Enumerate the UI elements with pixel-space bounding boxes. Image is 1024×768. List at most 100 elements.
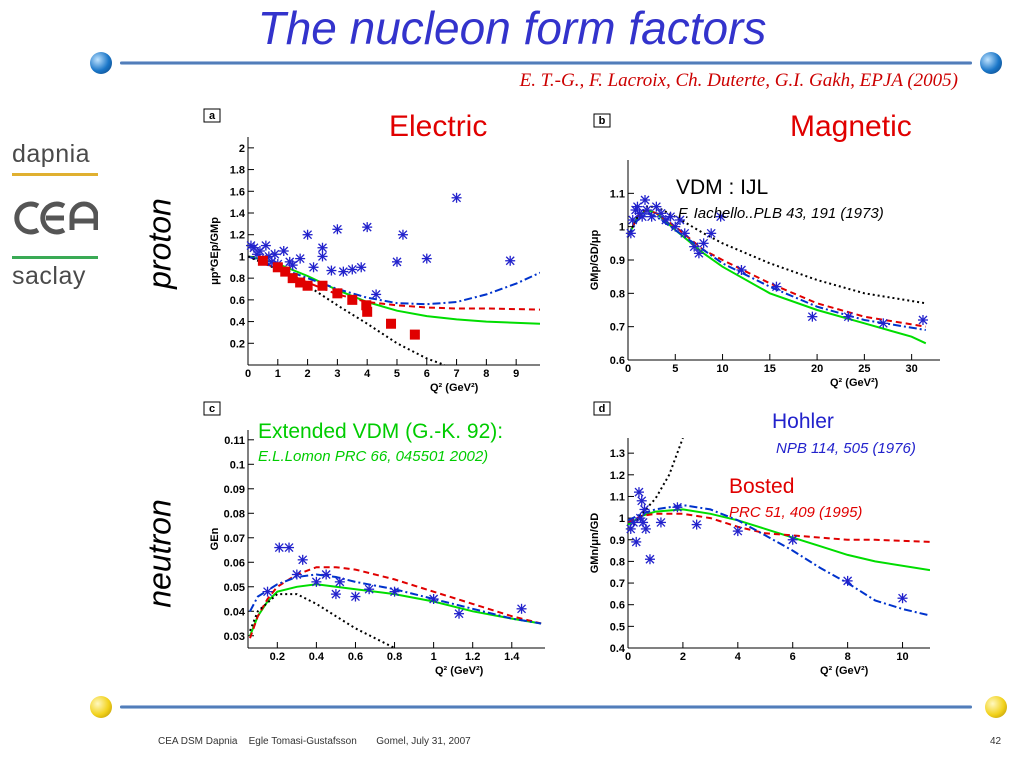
x-tick-label: 20 bbox=[811, 363, 823, 375]
data-point bbox=[428, 594, 439, 605]
data-point bbox=[454, 608, 465, 619]
y-tick-label: 0.05 bbox=[224, 582, 245, 594]
data-point bbox=[732, 526, 743, 537]
y-tick-label: 1.2 bbox=[230, 230, 245, 242]
annotation-hohler-ref: NPB 114, 505 (1976) bbox=[776, 440, 916, 457]
data-point bbox=[421, 253, 432, 264]
y-tick-label: 0.09 bbox=[224, 484, 245, 496]
data-point bbox=[302, 229, 313, 240]
curve-solid-c bbox=[249, 583, 542, 637]
data-point bbox=[675, 215, 685, 225]
data-point-red bbox=[362, 306, 373, 317]
data-point-red bbox=[257, 255, 268, 266]
data-point-red bbox=[272, 262, 283, 273]
data-point bbox=[706, 228, 717, 239]
data-point bbox=[633, 487, 644, 498]
data-point bbox=[451, 192, 462, 203]
annotation-extended-vdm-ref: E.L.Lomon PRC 66, 045501 2002) bbox=[258, 448, 489, 465]
x-tick-label: 6 bbox=[424, 368, 430, 380]
data-point bbox=[297, 554, 308, 565]
data-point-red bbox=[287, 273, 298, 284]
data-point bbox=[807, 311, 818, 322]
data-point bbox=[632, 201, 643, 212]
data-point bbox=[640, 195, 651, 205]
footer-text: CEA DSM Dapnia Egle Tomasi-Gustafsson Go… bbox=[158, 736, 471, 747]
page-number: 42 bbox=[990, 736, 1002, 747]
y-tick-label: 1.2 bbox=[610, 470, 625, 482]
y-tick-label: 0.06 bbox=[224, 557, 245, 569]
x-tick-label: 5 bbox=[394, 368, 400, 380]
x-axis-label-d: Q² (GeV²) bbox=[820, 665, 869, 677]
data-point bbox=[317, 251, 328, 262]
y-tick-label: 0.2 bbox=[230, 338, 245, 350]
data-point bbox=[672, 502, 683, 513]
y-tick-label: 0.5 bbox=[610, 621, 625, 633]
panel-label-b: b bbox=[593, 113, 611, 128]
data-point bbox=[389, 586, 400, 597]
x-tick-label: 0 bbox=[625, 651, 631, 663]
y-tick-label: 0.4 bbox=[610, 643, 626, 655]
x-tick-label: 0.8 bbox=[387, 651, 402, 663]
x-tick-label: 8 bbox=[483, 368, 489, 380]
data-point bbox=[505, 255, 516, 266]
data-point-red bbox=[280, 266, 291, 277]
logo-divider-green bbox=[12, 256, 98, 259]
x-tick-label: 4 bbox=[735, 651, 742, 663]
y-tick-label: 0.6 bbox=[610, 355, 625, 367]
annotation-bosted: Bosted bbox=[729, 475, 795, 498]
curve-dashdot-b bbox=[628, 212, 926, 331]
data-point bbox=[689, 241, 700, 252]
row-label-neutron: neutron bbox=[141, 499, 178, 608]
x-tick-label: 7 bbox=[454, 368, 460, 380]
data-point bbox=[665, 211, 676, 222]
y-tick-label: 0.7 bbox=[610, 578, 625, 590]
x-tick-label: 1 bbox=[431, 651, 437, 663]
y-tick-label: 0.07 bbox=[224, 533, 245, 545]
curve-dashed-c bbox=[249, 566, 542, 639]
x-tick-label: 25 bbox=[858, 363, 870, 375]
data-point bbox=[330, 589, 341, 600]
data-point bbox=[269, 249, 280, 260]
data-point bbox=[651, 201, 662, 212]
data-point bbox=[646, 211, 657, 222]
curve-dashdot-c bbox=[249, 573, 542, 625]
y-tick-label: 0.9 bbox=[610, 535, 625, 547]
saclay-logo: saclay bbox=[12, 262, 86, 290]
chart-panel-b: b 0 5 10 15 20 25 30 0.6 0.7 0.8 0.9 1 1.1 Q² (GeV²) GM… bbox=[589, 113, 940, 389]
data-point-red bbox=[317, 280, 328, 291]
x-tick-label: 5 bbox=[672, 363, 678, 375]
svg-text:d: d bbox=[599, 403, 606, 415]
data-point bbox=[291, 569, 302, 580]
svg-text:c: c bbox=[209, 403, 215, 415]
x-tick-label: 6 bbox=[790, 651, 796, 663]
data-point bbox=[326, 265, 337, 276]
x-tick-label: 1.2 bbox=[465, 651, 480, 663]
y-tick-label: 0.08 bbox=[224, 508, 245, 520]
chart-panel-a: a 0 1 2 3 4 5 6 7 8 9 0.2 0.4 0.6 0.8 1 1.2 1.4 1.6 1.8 2 Q² … bbox=[203, 108, 540, 394]
x-tick-label: 10 bbox=[716, 363, 728, 375]
annotation-vdm-ijl: VDM : IJL bbox=[676, 176, 769, 199]
y-tick-label: 0.11 bbox=[224, 435, 245, 447]
data-point bbox=[917, 315, 928, 325]
y-tick-label: 1 bbox=[239, 251, 245, 263]
y-tick-label: 0.8 bbox=[610, 556, 625, 568]
data-point bbox=[274, 542, 285, 553]
y-tick-label: 0.7 bbox=[610, 322, 625, 334]
data-point bbox=[656, 208, 667, 219]
right-yellow-bullet bbox=[985, 696, 1007, 718]
slide-title: The nucleon form factors bbox=[257, 2, 767, 54]
data-point-red bbox=[295, 277, 306, 288]
data-point bbox=[639, 504, 650, 515]
x-tick-label: 30 bbox=[906, 363, 918, 375]
data-point bbox=[397, 229, 408, 240]
data-point-red bbox=[409, 329, 420, 340]
curve-solid-d bbox=[628, 508, 930, 572]
column-label-magnetic: Magnetic bbox=[790, 110, 912, 143]
y-tick-label: 0.4 bbox=[230, 317, 246, 329]
data-point bbox=[679, 228, 690, 239]
data-point bbox=[338, 266, 349, 277]
data-point bbox=[637, 211, 648, 222]
y-tick-label: 1.1 bbox=[610, 491, 625, 503]
x-axis-label-b: Q² (GeV²) bbox=[830, 377, 879, 389]
data-point-red bbox=[386, 318, 397, 329]
